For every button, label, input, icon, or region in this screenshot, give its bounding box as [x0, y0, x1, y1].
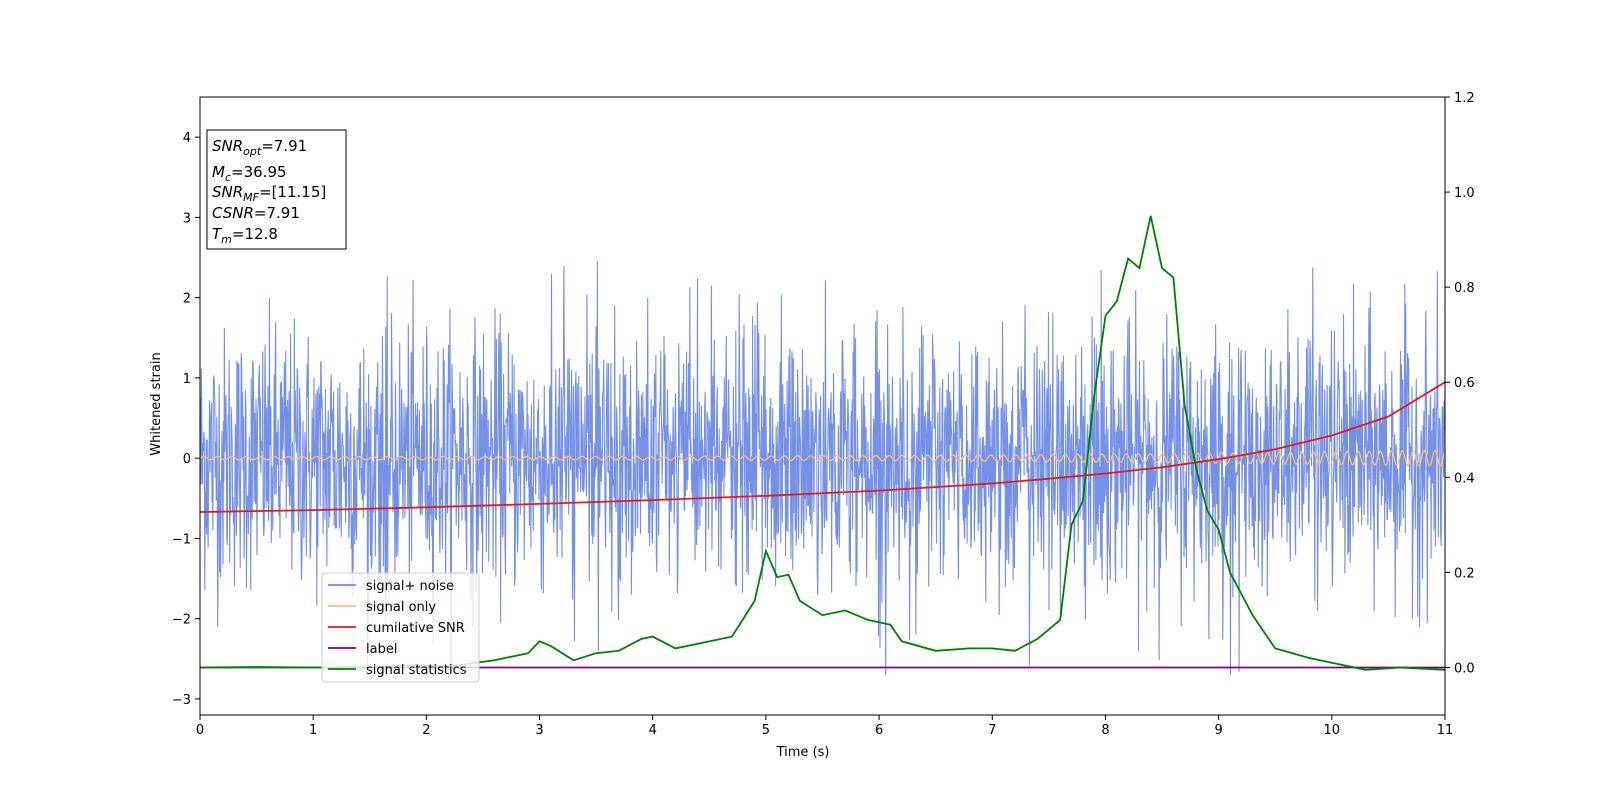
- info-box: SNRopt=7.91Mc=36.95SNRMF=[11.15]CSNR=7.9…: [206, 129, 347, 250]
- info-var: T: [212, 225, 223, 243]
- y-left-tick-label: −1: [172, 532, 191, 547]
- x-tick-label: 8: [1101, 723, 1109, 738]
- info-value: =7.91: [254, 204, 300, 222]
- info-var: SNR: [212, 183, 243, 201]
- y-right-tick-label: 0.2: [1454, 566, 1475, 581]
- x-tick-label: 6: [875, 723, 883, 738]
- x-tick-label: 2: [422, 723, 430, 738]
- info-line: SNRopt=7.91: [212, 137, 307, 158]
- info-value: =7.91: [261, 137, 307, 155]
- x-tick-label: 4: [649, 723, 657, 738]
- y-axis-label: Whitened strain: [149, 352, 164, 455]
- y-right-tick-label: 1.2: [1454, 91, 1475, 106]
- info-value: =12.8: [232, 225, 278, 243]
- legend-label: signal only: [366, 600, 436, 615]
- x-axis-label: Time (s): [776, 745, 830, 760]
- info-sub: opt: [243, 145, 262, 158]
- legend-frame: [321, 572, 480, 683]
- y-left-tick-label: 1: [183, 372, 191, 387]
- info-var: SNR: [212, 137, 243, 155]
- legend-label: signal+ noise: [366, 579, 454, 594]
- y-right-tick-label: 0.4: [1454, 471, 1475, 486]
- y-right-tick-label: 1.0: [1454, 186, 1475, 201]
- x-tick-label: 0: [196, 723, 204, 738]
- series-signal-only: [200, 449, 1445, 467]
- y-right-tick-label: 0.8: [1454, 281, 1475, 296]
- y-left-tick-label: −3: [172, 693, 191, 708]
- info-value: =36.95: [231, 163, 287, 181]
- axes: 0 1 2 3 4 5 6 7 8 9 10 11 −3 −2 −1 0 1 2 3 4 0.0 0.2 0.4 0.6 0.8…: [172, 91, 1475, 738]
- x-tick-label: 5: [762, 723, 770, 738]
- y-left-tick-label: 2: [183, 292, 191, 307]
- info-sub: c: [225, 171, 231, 184]
- x-tick-label: 10: [1324, 723, 1341, 738]
- legend-label: label: [366, 642, 397, 657]
- x-tick-label: 3: [535, 723, 543, 738]
- y-left-tick-label: 3: [183, 211, 191, 226]
- y-left-tick-label: 4: [183, 131, 191, 146]
- info-var: CSNR: [212, 204, 254, 222]
- series-signal-statistics: [200, 215, 1445, 671]
- legend-label: signal statistics: [366, 663, 467, 678]
- info-box-frame: [206, 129, 347, 250]
- y-right-tick-label: 0.0: [1454, 661, 1475, 676]
- info-line: CSNR=7.91: [212, 204, 300, 222]
- info-sub: MF: [243, 191, 259, 204]
- info-sub: m: [221, 233, 232, 246]
- y-left-tick-label: −2: [172, 613, 191, 628]
- x-tick-label: 1: [309, 723, 317, 738]
- x-tick-label: 9: [1214, 723, 1222, 738]
- y-right-tick-label: 0.6: [1454, 376, 1475, 391]
- legend: signal+ noise signal only cumilative SNR la…: [321, 572, 480, 683]
- plot-frame: [199, 96, 1446, 716]
- info-line: Mc=36.95: [212, 163, 287, 184]
- x-tick-label: 11: [1437, 723, 1454, 738]
- y-left-tick-label: 0: [183, 452, 191, 467]
- x-tick-label: 7: [988, 723, 996, 738]
- legend-label: cumilative SNR: [366, 621, 465, 636]
- info-value: =[11.15]: [259, 183, 326, 201]
- series-signal-noise: [200, 261, 1445, 676]
- info-var: M: [212, 163, 225, 181]
- series-cumilative-snr: [200, 381, 1445, 513]
- info-line: Tm=12.8: [212, 225, 278, 246]
- info-line: SNRMF=[11.15]: [212, 183, 326, 204]
